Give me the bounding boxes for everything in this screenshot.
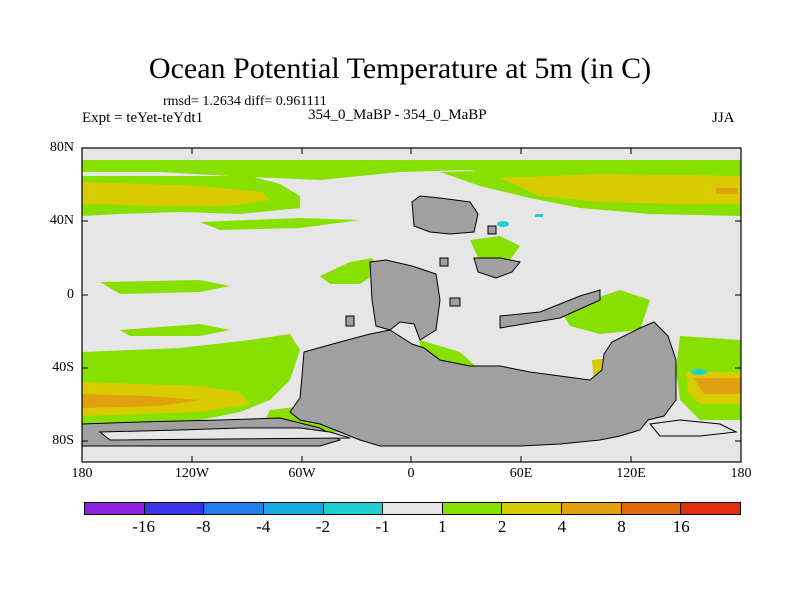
season-label: JJA — [712, 110, 735, 126]
lon-label-180e: 180 — [730, 466, 752, 481]
experiment-label: Expt = teYet-teYdt1 — [82, 110, 204, 126]
anomaly-spot-cyan-east — [535, 214, 543, 217]
landmass-island-small-4 — [487, 225, 497, 235]
anomaly-band-north-yellow — [82, 182, 270, 206]
anomaly-spot-cyan-pacific — [497, 221, 509, 227]
colorbar-swatch — [681, 503, 741, 514]
lon-label-60w: 60W — [288, 466, 316, 481]
landmass-east-island — [473, 257, 521, 279]
anomaly-streak-equator-green — [120, 324, 230, 336]
colorbar-label: 4 — [557, 517, 567, 536]
landmass-gondwana — [289, 321, 677, 447]
lat-label-80s: 80S — [52, 433, 74, 448]
landmass-island-small-2 — [449, 297, 461, 307]
colorbar-swatch — [383, 503, 443, 514]
colorbar-swatch — [263, 503, 324, 514]
landmass-east-arc — [499, 289, 601, 329]
anomaly-band-south-orange — [82, 394, 200, 408]
inlet-south-west — [98, 427, 351, 441]
anomaly-patch-east-asia-green — [470, 236, 520, 262]
colorbar-swatch — [562, 503, 622, 514]
lat-label-80n: 80N — [49, 140, 74, 155]
landmass-island-small-1 — [345, 315, 355, 327]
lat-label-40n: 40N — [49, 213, 74, 228]
anomaly-band-north-yellow-east-2 — [500, 174, 741, 204]
anomaly-spot-north-orange — [716, 188, 738, 194]
colorbar-swatch — [502, 503, 563, 514]
lon-label-120w: 120W — [174, 466, 210, 481]
anomaly-streak-mid-green — [100, 280, 230, 294]
lat-label-0: 0 — [67, 287, 74, 302]
axis-ticks — [81, 147, 742, 462]
landmass-north-block — [411, 195, 479, 235]
colorbar-label: 2 — [497, 517, 507, 536]
inlet-south-east — [649, 419, 738, 437]
lat-label-40s: 40S — [52, 360, 74, 375]
colorbar-swatch — [442, 503, 503, 514]
lon-label-120e: 120E — [616, 466, 646, 481]
colorbar — [84, 502, 741, 515]
rmsd-diff-stats: rmsd= 1.2634 diff= 0.961111 — [163, 94, 327, 109]
colorbar-label: 16 — [672, 517, 690, 536]
anomaly-spot-cyan-south — [691, 369, 707, 375]
colorbar-swatch — [144, 503, 205, 514]
colorbar-swatch — [204, 503, 264, 514]
anomaly-patch-atlantic-green — [320, 258, 380, 284]
anomaly-patch-indian-green — [560, 290, 650, 334]
colorbar-label: -4 — [256, 517, 271, 536]
colorbar-swatch — [323, 503, 384, 514]
colorbar-label: -1 — [375, 517, 390, 536]
colorbar-swatch — [85, 503, 145, 514]
colorbar-label: -16 — [132, 517, 156, 536]
colorbar-label: 8 — [617, 517, 626, 536]
colorbar-label: -8 — [196, 517, 211, 536]
anomaly-streak-north-green — [200, 218, 360, 230]
lon-label-180w: 180 — [71, 466, 93, 481]
plot-title: Ocean Potential Temperature at 5m (in C) — [148, 52, 652, 85]
landmass-island-small-3 — [439, 257, 449, 267]
landmass-laurussia — [369, 259, 441, 341]
case-comparison-label: 354_0_MaBP - 354_0_MaBP — [308, 107, 487, 123]
lon-label-60e: 60E — [509, 466, 533, 481]
colorbar-label: 1 — [438, 517, 447, 536]
anomaly-band-south-east-orange — [694, 378, 741, 394]
colorbar-swatch — [621, 503, 682, 514]
lon-label-0: 0 — [407, 466, 415, 481]
colorbar-label: -2 — [315, 517, 330, 536]
